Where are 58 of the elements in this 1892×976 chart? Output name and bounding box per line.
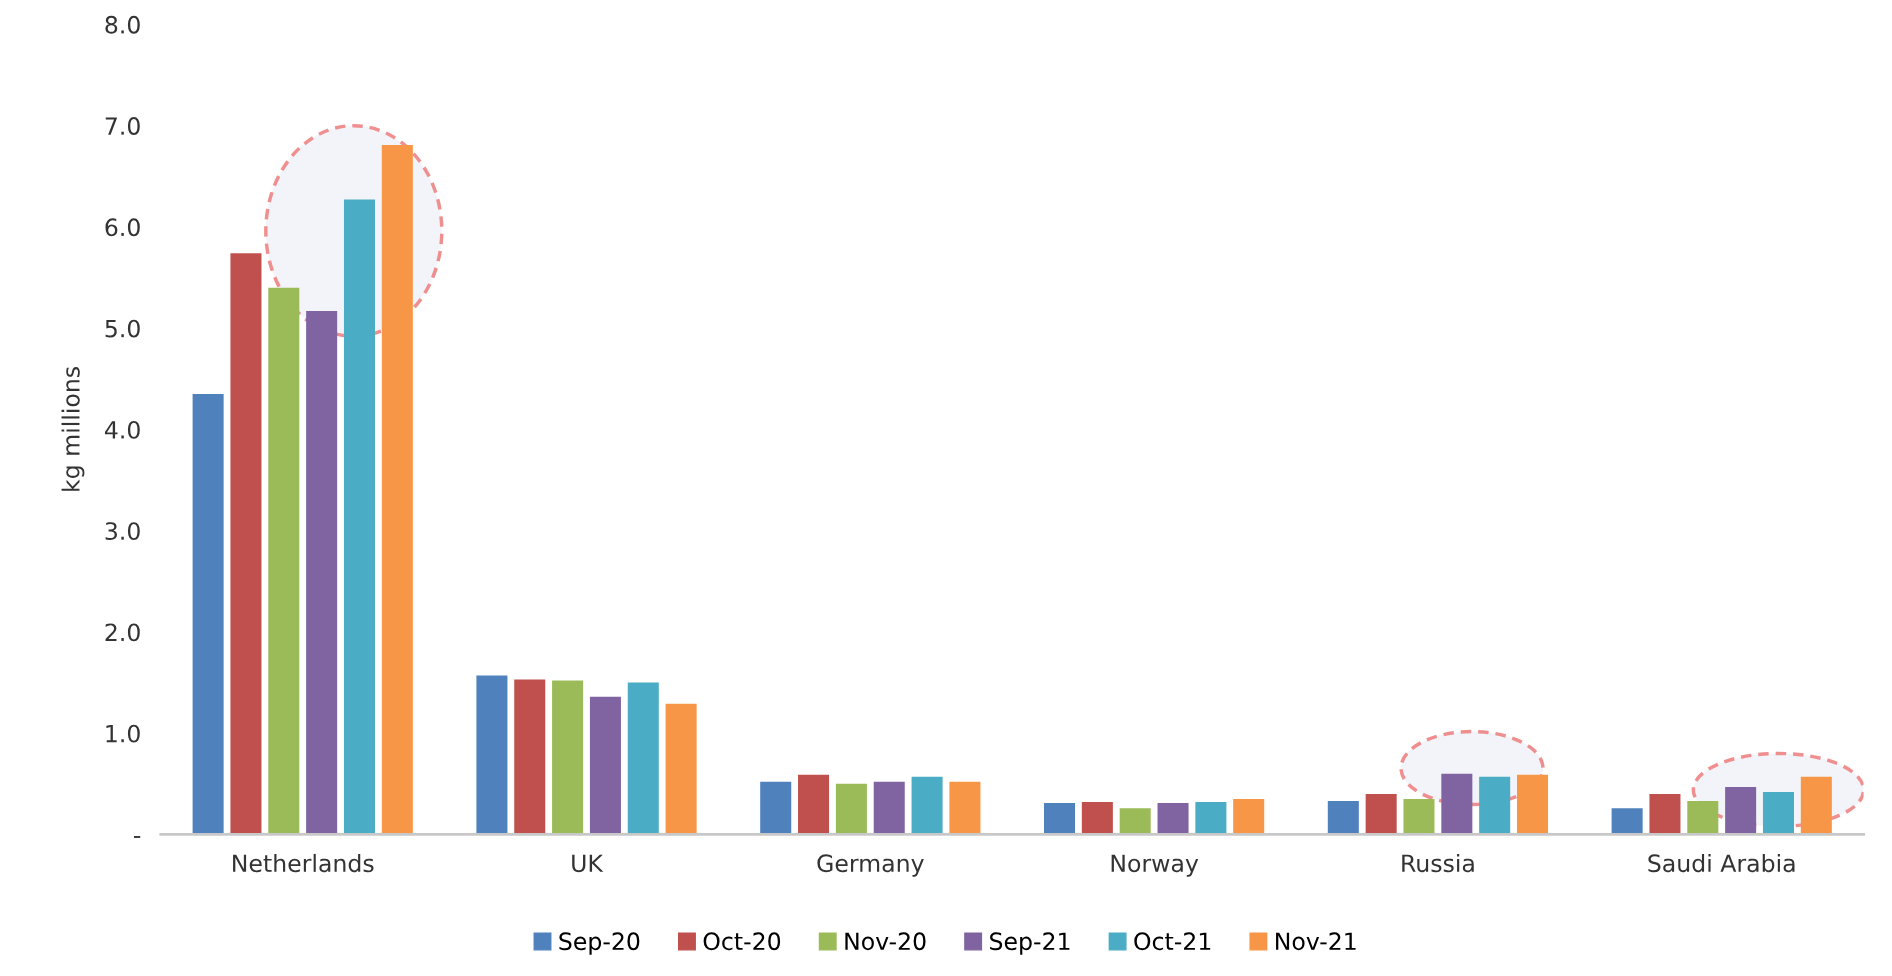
bar (1611, 808, 1643, 835)
legend-label: Sep-21 (990, 932, 1070, 955)
bar (1762, 791, 1794, 835)
bar (1365, 793, 1397, 835)
legend-label: Nov-21 (1276, 932, 1356, 951)
x-tick-label: Saudi Arabia (1648, 853, 1795, 873)
x-tick-label: Norway (1111, 854, 1199, 877)
y-tick-label: 3.0 (105, 522, 140, 541)
y-tick-label: 6.0 (105, 218, 140, 237)
bar (476, 675, 508, 835)
bar (1327, 801, 1359, 835)
y-tick-label: 5.0 (105, 319, 140, 338)
bar (1687, 801, 1719, 835)
bar (911, 776, 943, 835)
bar (1157, 803, 1189, 835)
y-tick-label: 4.0 (104, 420, 140, 439)
bar (192, 394, 224, 835)
bar (627, 682, 659, 835)
bar (552, 680, 584, 835)
bar (1517, 774, 1549, 835)
bar (589, 696, 621, 835)
y-tick-label: 2.0 (105, 623, 140, 642)
bar (1649, 793, 1681, 835)
y-tick-label: 8.0 (105, 15, 140, 34)
legend-label: Nov-20 (845, 932, 926, 951)
bar (1233, 799, 1265, 835)
bar (1725, 786, 1757, 835)
bar (949, 781, 981, 835)
bar (835, 783, 867, 835)
legend-label: Oct-20 (703, 932, 781, 951)
bar (1119, 808, 1151, 835)
legend-label: Oct-21 (1134, 932, 1211, 951)
x-tick-label: Netherlands (233, 853, 374, 873)
bar (1044, 803, 1076, 835)
legend-label: Sep-20 (559, 932, 640, 955)
x-tick-label: UK (572, 854, 604, 873)
y-tick-label: 1.0 (106, 724, 140, 743)
y-axis-title: kg millions (61, 367, 85, 491)
bar (230, 253, 262, 835)
x-tick-label: Germany (817, 854, 924, 877)
bar (1195, 802, 1227, 835)
y-tick-label: 7.0 (105, 117, 140, 135)
bar (1081, 802, 1113, 835)
bar (381, 144, 413, 835)
y-tick-label: - (134, 836, 141, 838)
bar (760, 781, 792, 835)
bar (873, 781, 905, 835)
bar (343, 199, 375, 835)
bar (1479, 776, 1511, 835)
bar (514, 679, 546, 835)
bar (306, 310, 338, 835)
bar (665, 703, 697, 835)
bar (1800, 776, 1832, 835)
bar (1441, 773, 1473, 835)
bar (1403, 799, 1435, 835)
x-tick-label: Russia (1402, 853, 1474, 873)
bar (798, 774, 830, 835)
bar (268, 287, 300, 835)
